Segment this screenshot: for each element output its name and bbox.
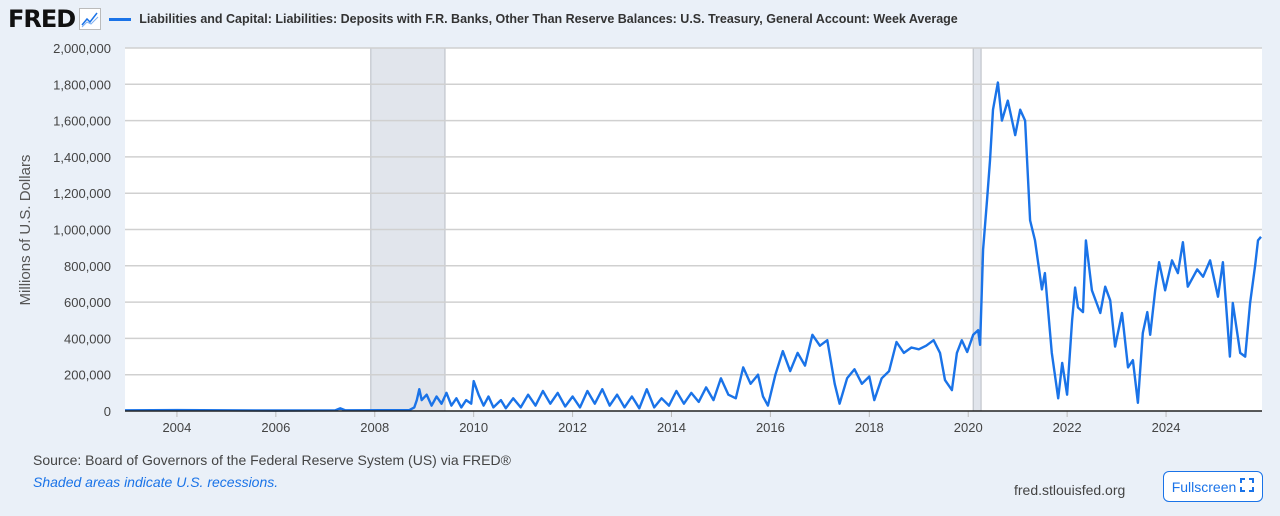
fullscreen-button[interactable]: Fullscreen	[1163, 471, 1263, 502]
y-tick-label: 2,000,000	[53, 41, 111, 56]
x-tick-label: 2014	[657, 420, 686, 435]
chart-header: FRED Liabilities and Capital: Liabilitie…	[8, 4, 958, 34]
y-tick-label: 400,000	[64, 331, 111, 346]
chart-title: Liabilities and Capital: Liabilities: De…	[139, 12, 958, 26]
y-tick-label: 1,800,000	[53, 77, 111, 92]
y-tick-label: 1,400,000	[53, 150, 111, 165]
line-chart-icon	[79, 8, 102, 30]
y-tick-label: 800,000	[64, 259, 111, 274]
x-tick-label: 2012	[558, 420, 587, 435]
y-tick-label: 1,600,000	[53, 114, 111, 129]
x-tick-label: 2022	[1053, 420, 1082, 435]
x-tick-label: 2024	[1152, 420, 1181, 435]
x-tick-label: 2016	[756, 420, 785, 435]
y-tick-label: 1,200,000	[53, 186, 111, 201]
series-line	[124, 81, 1262, 412]
y-tick-label: 1,000,000	[53, 223, 111, 238]
x-tick-label: 2018	[855, 420, 884, 435]
fred-logo[interactable]: FRED	[8, 5, 76, 33]
x-tick-labels: 2004 2006 2008 2010 2012 2014 2016 2018 2020 2022…	[162, 411, 1181, 435]
y-tick-label: 200,000	[64, 368, 111, 383]
x-tick-label: 2004	[162, 420, 191, 435]
x-tick-label: 2020	[954, 420, 983, 435]
y-tick-labels: 0 200,000 400,000 600,000 800,000 1,000,000 1,…	[53, 41, 111, 419]
y-axis-label: Millions of U.S. Dollars	[17, 155, 34, 306]
x-tick-label: 2010	[459, 420, 488, 435]
source-text: Source: Board of Governors of the Federa…	[33, 452, 511, 468]
y-tick-label: 600,000	[64, 295, 111, 310]
x-tick-label: 2006	[261, 420, 290, 435]
chart: 0 200,000 400,000 600,000 800,000 1,000,000 1,…	[17, 41, 1262, 435]
recession-note: Shaded areas indicate U.S. recessions.	[33, 474, 279, 490]
legend-swatch	[109, 17, 132, 21]
y-tick-label: 0	[104, 404, 111, 419]
x-tick-label: 2008	[360, 420, 389, 435]
gridlines	[125, 47, 1262, 376]
site-link[interactable]: fred.stlouisfed.org	[1014, 482, 1126, 498]
fullscreen-icon	[1240, 478, 1255, 495]
fullscreen-label: Fullscreen	[1171, 478, 1237, 495]
